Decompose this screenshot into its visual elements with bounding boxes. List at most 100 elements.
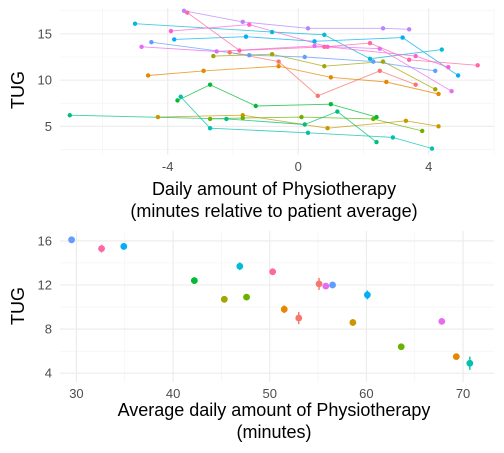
mean-point	[363, 291, 371, 299]
observation-point	[207, 82, 213, 87]
observation-point	[406, 57, 412, 62]
bottom-x-tick-label: 60	[359, 386, 373, 401]
bottom-y-tick-label: 4	[45, 366, 52, 381]
observation-point	[302, 54, 307, 60]
observation-point	[328, 101, 334, 107]
observation-point	[269, 52, 275, 57]
mean-point	[438, 317, 446, 325]
observation-point	[374, 114, 379, 120]
observation-point	[433, 87, 438, 92]
observation-point	[315, 93, 320, 99]
observation-point	[178, 94, 183, 99]
observation-point	[400, 35, 405, 40]
observation-point	[175, 98, 180, 103]
observation-point	[367, 56, 373, 62]
observation-point	[253, 103, 258, 109]
bottom-y-tick-label: 16	[38, 233, 52, 248]
observation-point	[243, 34, 249, 39]
observation-point	[312, 43, 317, 49]
observation-point	[380, 26, 386, 31]
observation-point	[429, 146, 435, 151]
observation-point	[168, 28, 174, 34]
bottom-x-axis-title-line1: Average daily amount of Physiotherapy	[118, 400, 431, 420]
observation-point	[227, 50, 232, 55]
observation-point	[325, 125, 330, 131]
observation-point	[276, 64, 281, 69]
observation-point	[201, 68, 206, 74]
observation-point	[380, 59, 386, 64]
observation-point	[325, 44, 330, 50]
observation-point	[214, 49, 219, 54]
bottom-y-tick-label: 8	[45, 322, 52, 337]
top-x-tick-label: -4	[162, 159, 174, 174]
bottom-gridlines	[60, 231, 494, 382]
mean-point	[236, 262, 244, 270]
observation-point	[237, 48, 242, 53]
mean-point	[98, 245, 105, 253]
patient-line	[183, 10, 410, 30]
observation-point	[449, 89, 454, 94]
mean-point	[190, 277, 198, 284]
observation-point	[367, 40, 373, 46]
observation-point	[436, 124, 441, 129]
observation-point	[322, 64, 327, 69]
bottom-x-tick-label: 70	[456, 386, 470, 401]
observation-point	[377, 68, 382, 74]
observation-point	[155, 114, 161, 120]
bottom-x-tick-label: 40	[166, 386, 180, 401]
bottom-y-axis-title: TUG	[8, 287, 28, 325]
top-x-tick-label: 0	[295, 159, 302, 174]
observation-point	[145, 73, 151, 78]
observation-point	[322, 44, 327, 50]
mean-point	[329, 281, 336, 289]
top-x-axis-title-line2: (minutes relative to patient average)	[130, 201, 417, 221]
bottom-tick-labels: 30 40 50 60 70 4 8 12 16	[38, 233, 471, 401]
mean-point	[452, 353, 460, 361]
patient-line	[213, 53, 436, 90]
mean-point	[243, 293, 250, 301]
observation-point	[240, 19, 245, 25]
observation-point	[224, 116, 229, 122]
top-x-tick-label: 4	[425, 159, 432, 174]
observation-point	[322, 32, 327, 38]
observation-point	[475, 63, 480, 68]
observation-point	[439, 47, 444, 52]
patient-line	[141, 45, 452, 92]
observation-point	[312, 39, 317, 44]
observation-point	[420, 128, 425, 134]
observation-point	[132, 21, 138, 26]
observation-point	[211, 53, 216, 59]
observation-point	[371, 116, 376, 122]
mean-point	[322, 282, 330, 290]
observation-point	[433, 68, 438, 74]
patient-line	[148, 65, 439, 95]
patient-line	[229, 51, 416, 97]
observation-point	[328, 75, 334, 80]
observation-point	[181, 8, 187, 13]
top-points	[67, 8, 480, 151]
top-y-tick-label: 15	[38, 26, 52, 41]
mean-point	[269, 268, 277, 276]
top-panel: -4 0 4 5 10 15 TUG Daily amount of Physiother…	[8, 8, 495, 221]
mean-point	[280, 305, 288, 313]
bottom-points	[68, 236, 474, 370]
observation-point	[247, 52, 252, 58]
observation-point	[67, 113, 72, 118]
mean-point	[220, 295, 228, 303]
patient-line	[177, 84, 377, 118]
mean-point	[349, 319, 357, 326]
top-x-axis-title-line1: Daily amount of Physiotherapy	[152, 179, 396, 199]
observation-point	[247, 22, 252, 27]
bottom-x-tick-label: 30	[69, 386, 83, 401]
top-y-tick-label: 5	[45, 119, 52, 134]
observation-point	[406, 27, 412, 32]
observation-point	[436, 91, 441, 97]
top-gridlines	[60, 8, 495, 155]
observation-point	[390, 135, 396, 140]
observation-point	[172, 37, 177, 42]
top-y-tick-label: 10	[38, 73, 52, 88]
bottom-x-tick-label: 50	[263, 386, 277, 401]
observation-point	[207, 125, 213, 131]
top-y-axis-title: TUG	[8, 71, 28, 109]
observation-point	[207, 116, 213, 122]
